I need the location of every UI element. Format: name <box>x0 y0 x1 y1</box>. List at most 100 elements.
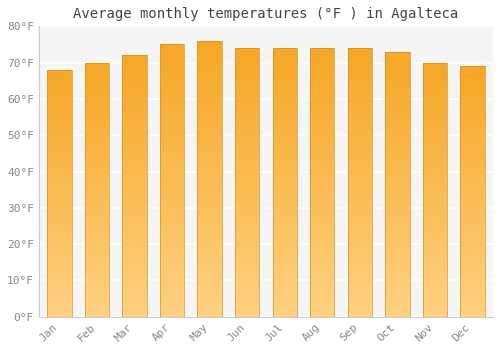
Bar <box>460 282 484 287</box>
Bar <box>348 150 372 155</box>
Bar <box>310 177 334 182</box>
Bar <box>385 280 409 285</box>
Bar <box>310 268 334 274</box>
Bar <box>160 186 184 191</box>
Bar <box>198 68 222 74</box>
Bar <box>122 144 146 149</box>
Bar <box>310 215 334 220</box>
Bar <box>198 91 222 96</box>
Bar <box>385 158 409 163</box>
Bar <box>48 213 72 218</box>
Bar <box>122 228 146 233</box>
Bar <box>460 267 484 272</box>
Bar <box>235 113 260 118</box>
Bar <box>122 223 146 228</box>
Bar <box>48 208 72 213</box>
Bar <box>310 59 334 64</box>
Bar <box>272 97 297 102</box>
Bar <box>272 312 297 317</box>
Bar <box>348 241 372 247</box>
Bar <box>160 312 184 317</box>
Bar <box>122 306 146 312</box>
Bar <box>348 107 372 113</box>
Bar <box>122 123 146 128</box>
Bar <box>235 75 260 80</box>
Bar <box>310 258 334 263</box>
Bar <box>85 296 109 302</box>
Bar <box>385 174 409 179</box>
Bar <box>310 263 334 268</box>
Bar <box>160 121 184 126</box>
Bar <box>198 245 222 251</box>
Bar <box>122 312 146 317</box>
Bar <box>48 109 72 114</box>
Bar <box>310 107 334 113</box>
Bar <box>48 104 72 109</box>
Bar <box>122 238 146 244</box>
Bar <box>198 217 222 223</box>
Bar <box>198 206 222 212</box>
Bar <box>385 115 409 121</box>
Bar <box>85 266 109 271</box>
Bar <box>198 63 222 68</box>
Bar <box>310 48 334 54</box>
Bar <box>235 145 260 150</box>
Bar <box>310 209 334 215</box>
Bar <box>85 286 109 292</box>
Bar <box>460 101 484 106</box>
Bar <box>385 232 409 237</box>
Bar <box>85 180 109 184</box>
Bar <box>198 96 222 101</box>
Bar <box>348 268 372 274</box>
Bar <box>460 272 484 277</box>
Bar <box>272 236 297 242</box>
Bar <box>122 265 146 270</box>
Bar <box>48 248 72 253</box>
Bar <box>310 182 334 188</box>
Bar <box>348 123 372 129</box>
Bar <box>348 312 372 317</box>
Bar <box>422 83 447 88</box>
Bar <box>160 44 184 317</box>
Bar <box>422 215 447 220</box>
Bar <box>198 229 222 234</box>
Bar <box>160 219 184 224</box>
Bar <box>422 302 447 307</box>
Bar <box>272 295 297 301</box>
Bar <box>310 285 334 290</box>
Bar <box>160 235 184 240</box>
Bar <box>348 118 372 123</box>
Bar <box>198 113 222 118</box>
Bar <box>348 64 372 70</box>
Bar <box>348 306 372 312</box>
Bar <box>85 205 109 210</box>
Bar <box>272 145 297 150</box>
Bar <box>235 188 260 193</box>
Bar <box>122 207 146 212</box>
Bar <box>272 285 297 290</box>
Bar <box>310 86 334 91</box>
Bar <box>48 228 72 233</box>
Bar <box>385 110 409 115</box>
Bar <box>385 259 409 264</box>
Bar <box>85 124 109 129</box>
Bar <box>310 172 334 177</box>
Bar <box>160 110 184 115</box>
Bar <box>160 44 184 50</box>
Bar <box>198 284 222 289</box>
Bar <box>48 258 72 262</box>
Bar <box>310 279 334 285</box>
Bar <box>48 159 72 164</box>
Bar <box>235 107 260 113</box>
Bar <box>422 144 447 149</box>
Bar <box>422 205 447 210</box>
Bar <box>160 83 184 88</box>
Bar <box>48 85 72 90</box>
Bar <box>460 146 484 152</box>
Bar <box>48 149 72 154</box>
Bar <box>272 188 297 193</box>
Bar <box>198 300 222 306</box>
Bar <box>85 164 109 169</box>
Bar <box>460 312 484 317</box>
Bar <box>160 115 184 121</box>
